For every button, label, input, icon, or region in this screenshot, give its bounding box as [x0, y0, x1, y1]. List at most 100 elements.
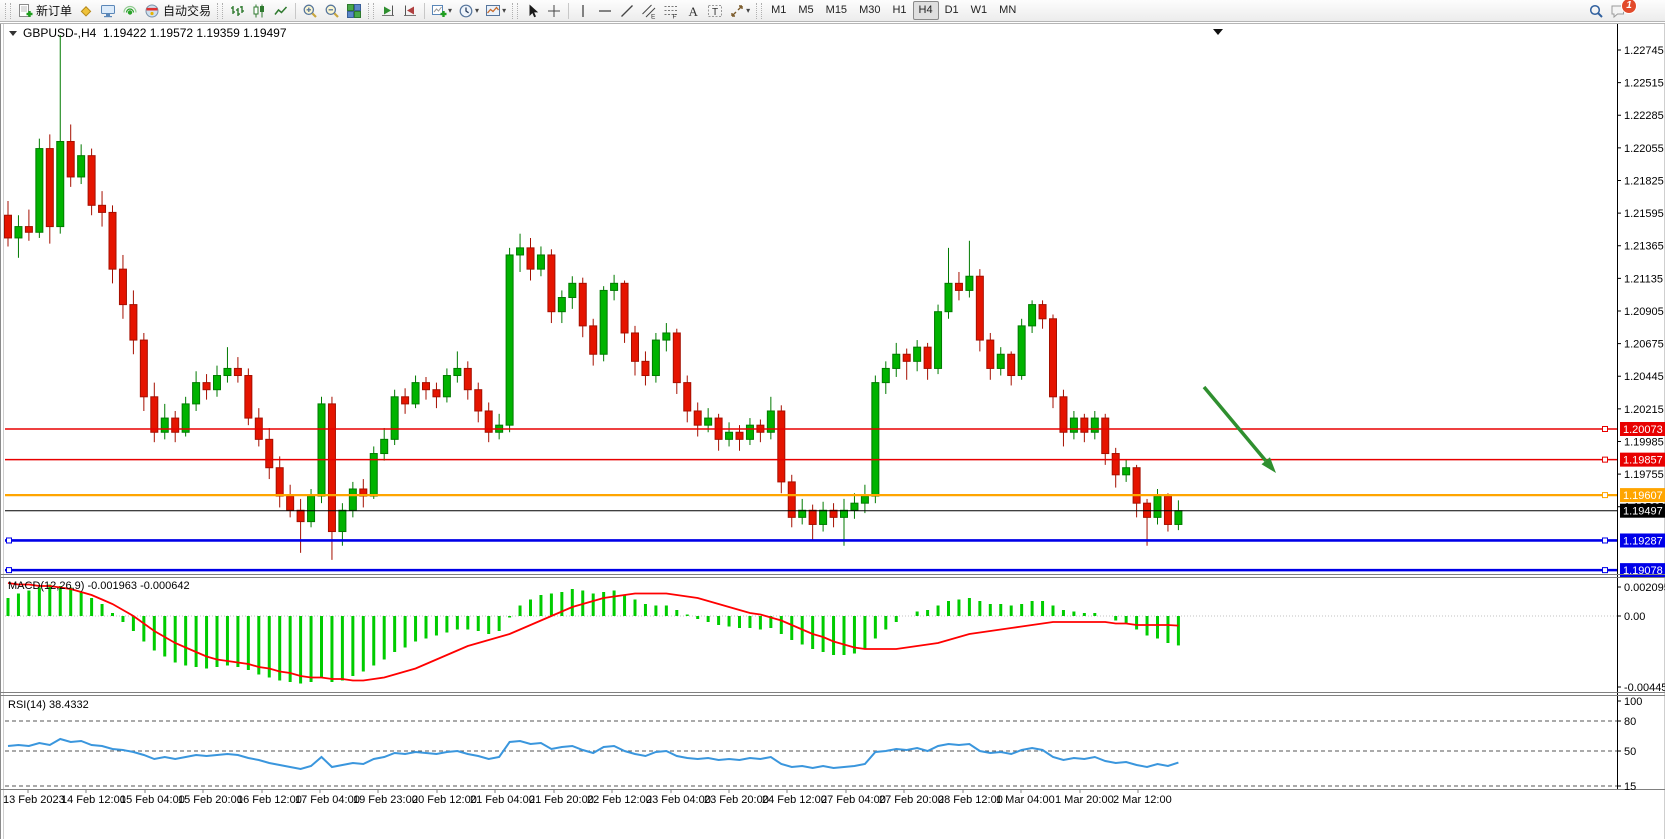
chart-shift-marker[interactable]: [1213, 29, 1223, 35]
autotrading-button[interactable]: 自动交易: [141, 1, 214, 21]
svg-text:1.19985: 1.19985: [1624, 436, 1664, 448]
fibonacci-button[interactable]: F: [660, 1, 682, 21]
candlestick-chart-button[interactable]: [248, 1, 270, 21]
chart-ohlc-values: 1.19422 1.19572 1.19359 1.19497: [103, 26, 287, 40]
timeframe-d1-button[interactable]: D1: [944, 4, 959, 16]
svg-text:A: A: [689, 4, 699, 19]
bars-icon: [231, 5, 245, 16]
line-handle[interactable]: [1602, 425, 1608, 432]
symbol-dropdown-icon[interactable]: [9, 31, 17, 36]
toolbar-separator: [295, 2, 297, 19]
svg-text:1.20445: 1.20445: [1624, 371, 1664, 383]
chart-shift-button[interactable]: [399, 1, 421, 21]
line-chart-button[interactable]: [270, 1, 292, 21]
rsi-pane: RSI(14) 38.4332 100 80 50 15: [5, 696, 1642, 793]
svg-text:1.20675: 1.20675: [1624, 339, 1664, 351]
svg-text:1.19607: 1.19607: [1623, 490, 1663, 502]
line-handle[interactable]: [1602, 567, 1608, 574]
svg-text:15: 15: [1624, 781, 1636, 793]
time-label: 20 Feb 12:00: [412, 794, 477, 806]
tile-windows-button[interactable]: [343, 1, 365, 21]
vertical-line-button[interactable]: [572, 1, 594, 21]
equidistant-channel-button[interactable]: E: [638, 1, 660, 21]
zoom-in-button[interactable]: [299, 1, 321, 21]
svg-text:1.20073: 1.20073: [1623, 424, 1663, 436]
svg-text:80: 80: [1624, 716, 1636, 728]
line-chart-icon: [274, 5, 288, 15]
templates-button[interactable]: ▾: [482, 1, 509, 21]
toolbar-grip: [756, 2, 763, 19]
line-handle[interactable]: [6, 567, 12, 574]
new-chart-button[interactable]: ▾: [428, 1, 455, 21]
svg-text:-0.004455: -0.004455: [1624, 682, 1665, 694]
time-label: 15 Feb 04:00: [120, 794, 185, 806]
crosshair-button[interactable]: [543, 1, 565, 21]
chevron-down-icon: ▾: [746, 6, 751, 15]
macd-signal-line: [7, 582, 1179, 682]
shapes-icon: [731, 4, 743, 17]
bar-chart-button[interactable]: [226, 1, 248, 21]
timeframe-m5-button[interactable]: M5: [798, 4, 814, 16]
time-label: 1 Mar 04:00: [996, 794, 1055, 806]
periods-button[interactable]: ▾: [455, 1, 482, 21]
time-label: 23 Feb 20:00: [704, 794, 769, 806]
line-handle[interactable]: [1602, 456, 1608, 463]
time-label: 15 Feb 20:00: [178, 794, 243, 806]
rsi-line: [7, 737, 1179, 771]
vline-icon: [582, 4, 584, 17]
arrows-button[interactable]: ▾: [726, 1, 753, 21]
timeframe-m1-button[interactable]: M1: [771, 4, 787, 16]
timeframe-m15-button[interactable]: M15: [825, 4, 848, 16]
level-price-tag: [1620, 563, 1665, 578]
svg-text:1.21135: 1.21135: [1624, 273, 1663, 285]
new-order-button[interactable]: 新订单: [14, 1, 75, 21]
time-label: 28 Feb 12:00: [938, 794, 1003, 806]
new-order-button-label: 新订单: [36, 4, 73, 18]
trendline-button[interactable]: [616, 1, 638, 21]
timeframe-h4-button[interactable]: H4: [912, 1, 939, 20]
svg-text:1.21825: 1.21825: [1624, 175, 1664, 187]
gbpusd-h4-chart[interactable]: GBPUSD-,H4 1.19422 1.19572 1.19359 1.1949…: [0, 23, 1665, 839]
market-icon: [80, 5, 92, 17]
svg-text:1.20905: 1.20905: [1624, 306, 1664, 318]
templates-icon: [486, 4, 501, 16]
chevron-down-icon: ▾: [475, 6, 480, 15]
time-label: 22 Feb 12:00: [587, 794, 652, 806]
signals-button[interactable]: [119, 1, 141, 21]
search-icon: [1589, 4, 1603, 18]
line-handle[interactable]: [6, 537, 12, 544]
svg-text:1.19497: 1.19497: [1623, 506, 1663, 518]
text-button[interactable]: A: [682, 1, 704, 21]
notifications-button[interactable]: 1: [1607, 0, 1636, 21]
chart-window[interactable]: GBPUSD-,H4 1.19422 1.19572 1.19359 1.1949…: [0, 23, 1665, 839]
timeframe-h1-button[interactable]: H1: [892, 4, 907, 16]
chart-shift-icon: [404, 5, 417, 16]
level-price-tag: [1620, 452, 1665, 467]
svg-text:T: T: [712, 7, 718, 18]
auto-scroll-button[interactable]: [377, 1, 399, 21]
toolbar-separator: [568, 2, 570, 19]
candles-icon: [253, 4, 265, 17]
line-handle[interactable]: [1602, 537, 1608, 544]
level-price-tag: [1620, 488, 1665, 503]
autotrading-button-label: 自动交易: [163, 4, 212, 18]
timeframe-m30-button[interactable]: M30: [859, 4, 881, 16]
market-button[interactable]: [75, 1, 97, 21]
timeframe-w1-button[interactable]: W1: [970, 4, 988, 16]
timeframe-mn-button[interactable]: MN: [999, 4, 1017, 16]
zoom-out-icon: [325, 4, 339, 18]
line-handle[interactable]: [1602, 492, 1608, 499]
horizontal-line-button[interactable]: [594, 1, 616, 21]
svg-text:1.22515: 1.22515: [1624, 78, 1664, 90]
time-label: 24 Feb 12:00: [762, 794, 827, 806]
toolbar-grip: [368, 2, 375, 19]
search-button[interactable]: [1585, 1, 1607, 21]
virtual-hosting-button[interactable]: [97, 1, 119, 21]
cursor-button[interactable]: [521, 1, 543, 21]
zoom-out-button[interactable]: [321, 1, 343, 21]
text-label-button[interactable]: T: [704, 1, 726, 21]
bid-price-line: 1.19497: [5, 503, 1665, 518]
arrow-annotation[interactable]: [1202, 385, 1276, 473]
rsi-label: RSI(14) 38.4332: [8, 699, 89, 711]
